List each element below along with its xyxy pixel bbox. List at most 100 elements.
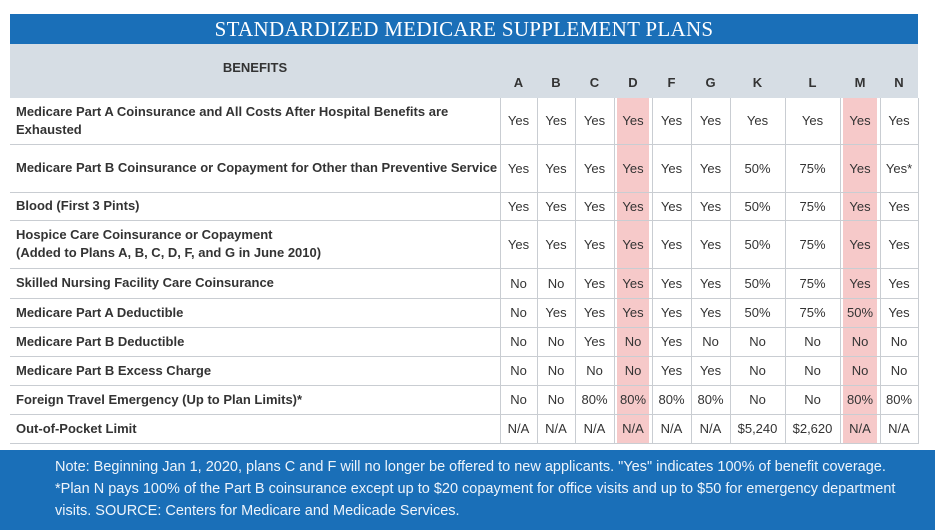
cell-plan-b: Yes <box>537 98 576 145</box>
table-header-band <box>10 44 918 98</box>
benefit-text: Medicare Part B Deductible <box>16 333 185 349</box>
cell-plan-n: Yes <box>880 192 919 221</box>
cell-plan-k: 50% <box>730 220 786 269</box>
cell-plan-a: No <box>500 327 538 357</box>
cell-plan-n: 80% <box>880 385 919 415</box>
cell-plan-m: Yes <box>840 98 881 145</box>
cell-plan-a: No <box>500 356 538 386</box>
table-row: Medicare Part B Excess Charge No No No No Yes… <box>10 356 919 386</box>
cell-plan-f: Yes <box>652 327 692 357</box>
table-row: Hospice Care Coinsurance or Copayment (Ad… <box>10 220 919 269</box>
cell-plan-l: $2,620 <box>785 414 841 444</box>
cell-plan-a: Yes <box>500 220 538 269</box>
cell-plan-c: Yes <box>575 327 615 357</box>
plan-header-d: D <box>628 75 638 90</box>
cell-plan-a: Yes <box>500 192 538 221</box>
table-row: Medicare Part A Deductible No Yes Yes Yes Yes… <box>10 298 919 328</box>
cell-plan-k: No <box>730 356 786 386</box>
benefit-text: Medicare Part B Excess Charge <box>16 362 212 378</box>
plan-header-n: N <box>894 75 904 90</box>
benefit-text: Foreign Travel Emergency (Up to Plan Lim… <box>16 391 303 407</box>
cell-plan-n: Yes <box>880 220 919 269</box>
cell-plan-c: Yes <box>575 192 615 221</box>
plan-header-g: G <box>705 75 716 90</box>
benefit-text: Hospice Care Coinsurance or Copayment <box>16 227 273 242</box>
cell-plan-g: Yes <box>691 268 731 299</box>
benefit-label: Skilled Nursing Facility Care Coinsuranc… <box>10 268 501 299</box>
cell-plan-d: Yes <box>614 98 653 145</box>
plan-header-l: L <box>808 75 817 90</box>
cell-plan-f: N/A <box>652 414 692 444</box>
benefit-label: Medicare Part A Deductible <box>10 298 501 328</box>
cell-plan-c: Yes <box>575 298 615 328</box>
cell-plan-b: Yes <box>537 298 576 328</box>
cell-plan-g: No <box>691 327 731 357</box>
benefits-column-header: BENEFITS <box>222 60 288 75</box>
benefit-label: Medicare Part A Coinsurance and All Cost… <box>10 98 501 145</box>
benefit-text: Out-of-Pocket Limit <box>16 420 137 436</box>
cell-plan-f: Yes <box>652 144 692 193</box>
footer-note: Note: Beginning Jan 1, 2020, plans C and… <box>0 450 935 530</box>
benefit-label: Blood (First 3 Pints) <box>10 192 501 221</box>
plan-header-a: A <box>513 75 524 90</box>
cell-plan-a: Yes <box>500 98 538 145</box>
cell-plan-c: Yes <box>575 98 615 145</box>
cell-plan-k: Yes <box>730 98 786 145</box>
cell-plan-l: Yes <box>785 98 841 145</box>
cell-plan-c: N/A <box>575 414 615 444</box>
cell-plan-g: 80% <box>691 385 731 415</box>
benefit-label: Medicare Part B Deductible <box>10 327 501 357</box>
cell-plan-k: No <box>730 385 786 415</box>
cell-plan-b: Yes <box>537 144 576 193</box>
cell-plan-n: Yes <box>880 98 919 145</box>
cell-plan-b: Yes <box>537 192 576 221</box>
benefit-text: Medicare Part B Coinsurance or Copayment… <box>16 160 498 175</box>
cell-plan-l: No <box>785 327 841 357</box>
cell-plan-l: 75% <box>785 144 841 193</box>
cell-plan-k: 50% <box>730 144 786 193</box>
cell-plan-c: No <box>575 356 615 386</box>
cell-plan-g: Yes <box>691 144 731 193</box>
cell-plan-b: No <box>537 385 576 415</box>
plan-header-f: F <box>667 75 676 90</box>
cell-plan-k: No <box>730 327 786 357</box>
cell-plan-g: Yes <box>691 298 731 328</box>
table-row: Medicare Part A Coinsurance and All Cost… <box>10 98 919 145</box>
cell-plan-m: Yes <box>840 192 881 221</box>
cell-plan-b: No <box>537 268 576 299</box>
cell-plan-g: Yes <box>691 192 731 221</box>
cell-plan-d: Yes <box>614 220 653 269</box>
cell-plan-f: Yes <box>652 220 692 269</box>
cell-plan-c: Yes <box>575 220 615 269</box>
cell-plan-l: No <box>785 356 841 386</box>
plans-table: Medicare Part A Coinsurance and All Cost… <box>10 98 919 444</box>
table-row: Foreign Travel Emergency (Up to Plan Lim… <box>10 385 919 415</box>
cell-plan-g: N/A <box>691 414 731 444</box>
page-title: STANDARDIZED MEDICARE SUPPLEMENT PLANS <box>10 14 918 44</box>
cell-plan-m: Yes <box>840 144 881 193</box>
cell-plan-d: N/A <box>614 414 653 444</box>
benefit-label: Hospice Care Coinsurance or Copayment (Ad… <box>10 220 501 269</box>
cell-plan-m: No <box>840 327 881 357</box>
benefit-label: Foreign Travel Emergency (Up to Plan Lim… <box>10 385 501 415</box>
cell-plan-f: Yes <box>652 356 692 386</box>
benefit-label: Medicare Part B Excess Charge <box>10 356 501 386</box>
cell-plan-f: Yes <box>652 298 692 328</box>
cell-plan-d: No <box>614 327 653 357</box>
cell-plan-c: Yes <box>575 268 615 299</box>
cell-plan-m: 50% <box>840 298 881 328</box>
cell-plan-g: Yes <box>691 356 731 386</box>
cell-plan-d: 80% <box>614 385 653 415</box>
cell-plan-m: No <box>840 356 881 386</box>
cell-plan-k: 50% <box>730 268 786 299</box>
cell-plan-l: 75% <box>785 220 841 269</box>
plan-header-c: C <box>589 75 600 90</box>
cell-plan-m: Yes <box>840 268 881 299</box>
benefit-text: Medicare Part A Deductible <box>16 304 184 320</box>
cell-plan-n: Yes <box>880 298 919 328</box>
cell-plan-b: N/A <box>537 414 576 444</box>
plan-header-m: M <box>854 75 866 90</box>
cell-plan-m: 80% <box>840 385 881 415</box>
cell-plan-a: No <box>500 298 538 328</box>
cell-plan-f: Yes <box>652 192 692 221</box>
